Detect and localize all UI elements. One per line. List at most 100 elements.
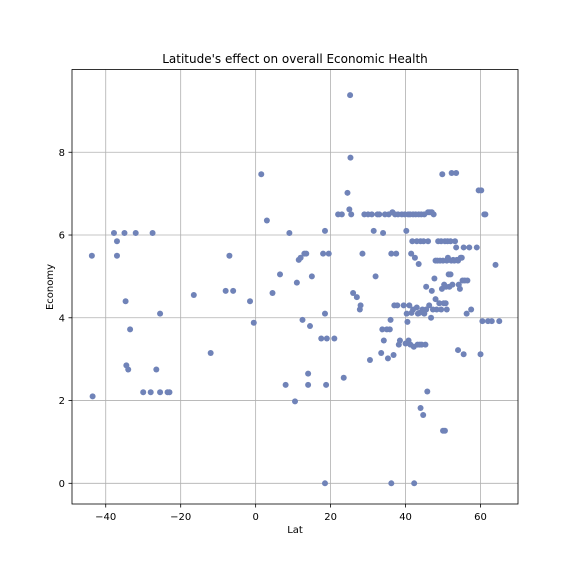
data-point [226, 252, 233, 259]
data-point [441, 427, 448, 434]
data-point [347, 154, 354, 161]
data-point [331, 335, 338, 342]
data-point [432, 296, 439, 303]
data-point [323, 381, 330, 388]
data-point [127, 326, 134, 333]
data-point [323, 335, 330, 342]
data-point [415, 260, 422, 267]
data-point [466, 244, 473, 251]
data-point [413, 304, 420, 311]
data-point [357, 302, 364, 309]
data-point [403, 310, 410, 317]
data-point [157, 389, 164, 396]
data-point [353, 294, 360, 301]
data-point [166, 389, 173, 396]
data-point [460, 351, 467, 358]
data-point [305, 381, 312, 388]
data-point [438, 306, 445, 313]
data-point [321, 480, 328, 487]
data-point [299, 316, 306, 323]
data-point [482, 211, 489, 218]
x-tick-label: −20 [170, 512, 191, 523]
data-point [157, 310, 164, 317]
data-point [455, 347, 462, 354]
data-point [303, 250, 310, 257]
data-point [452, 238, 459, 245]
data-point [406, 302, 413, 309]
chart-title: Latitude's effect on overall Economic He… [162, 52, 428, 66]
data-point [464, 277, 471, 284]
data-point [320, 250, 327, 257]
data-point [368, 211, 375, 218]
data-point [411, 480, 418, 487]
data-point [207, 349, 214, 356]
data-point [404, 318, 411, 325]
data-point [348, 211, 355, 218]
data-point [277, 271, 284, 278]
data-point [359, 250, 366, 257]
data-point [222, 287, 229, 294]
data-point [390, 352, 397, 359]
y-axis-label: Economy [45, 264, 56, 310]
data-point [338, 211, 345, 218]
data-point [477, 351, 484, 358]
data-point [350, 289, 357, 296]
data-point [305, 370, 312, 377]
data-point [460, 244, 467, 251]
x-tick-label: 60 [474, 512, 487, 523]
data-point [447, 238, 454, 245]
data-point [433, 306, 440, 313]
data-point [394, 302, 401, 309]
data-point [293, 279, 300, 286]
data-point [110, 229, 117, 236]
data-point [132, 229, 139, 236]
x-tick-label: −40 [95, 512, 116, 523]
data-point [147, 389, 154, 396]
axis-ticks: −40 −20 0 20 40 60 0 2 4 6 8 [59, 148, 487, 523]
data-point [308, 273, 315, 280]
data-point [386, 326, 393, 333]
data-point [379, 326, 386, 333]
data-point [153, 366, 160, 373]
data-point [428, 314, 435, 321]
data-point [263, 217, 270, 224]
y-tick-label: 6 [59, 231, 65, 242]
x-axis-label: Lat [287, 525, 303, 536]
y-tick-label: 0 [59, 479, 65, 490]
data-point [121, 229, 128, 236]
data-point [408, 250, 415, 257]
data-point [411, 254, 418, 261]
x-tick-label: 0 [252, 512, 258, 523]
data-point [372, 273, 379, 280]
data-point [347, 92, 354, 99]
data-point [388, 480, 395, 487]
data-point [325, 250, 332, 257]
data-point [269, 289, 276, 296]
data-point [478, 187, 485, 194]
data-point [125, 366, 132, 373]
data-point [439, 171, 446, 178]
data-point [430, 211, 437, 218]
data-point [496, 318, 503, 325]
data-point [431, 275, 438, 282]
data-point [376, 211, 383, 218]
x-tick-label: 40 [399, 512, 412, 523]
data-point [424, 388, 431, 395]
data-point [426, 302, 433, 309]
data-point [247, 298, 254, 305]
data-point [292, 398, 298, 405]
data-point [140, 389, 147, 396]
data-point [190, 292, 197, 299]
data-point [149, 229, 156, 236]
data-point [370, 227, 377, 234]
data-point [403, 227, 410, 234]
data-point [428, 287, 435, 294]
data-point [409, 238, 416, 245]
data-point [388, 250, 395, 257]
y-tick-label: 8 [59, 148, 65, 159]
data-point [479, 318, 486, 325]
data-point [442, 300, 449, 307]
data-point [492, 261, 499, 268]
data-point [396, 337, 403, 344]
data-point [417, 404, 424, 411]
